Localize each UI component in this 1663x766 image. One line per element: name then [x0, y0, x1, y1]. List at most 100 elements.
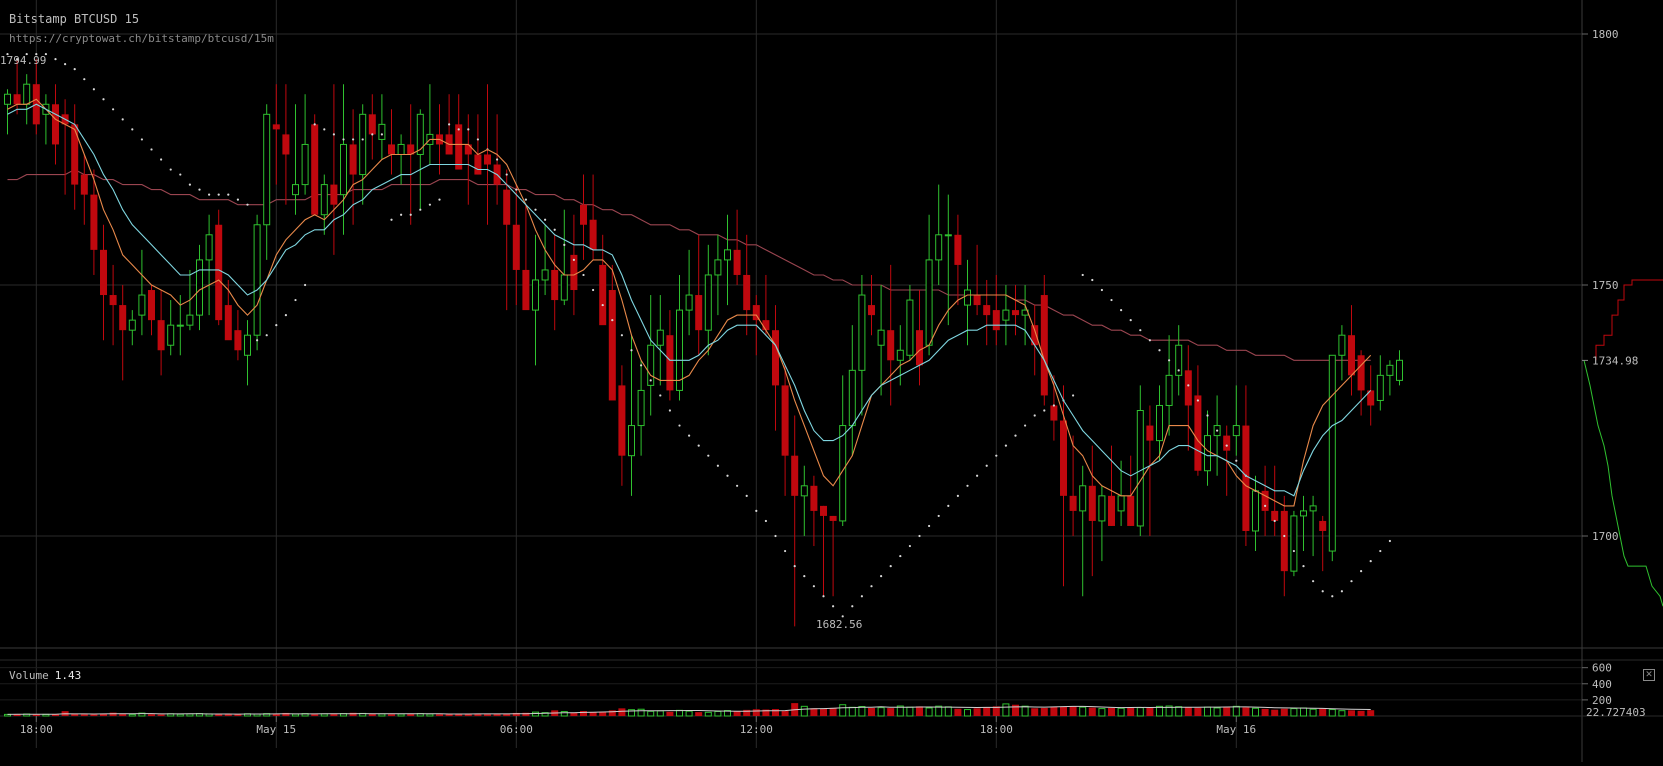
- candle-body: [695, 295, 703, 331]
- volume-bar: [887, 708, 895, 716]
- sar-dot: [918, 534, 921, 538]
- candle-body: [1165, 374, 1173, 406]
- sar-dot: [553, 228, 556, 231]
- sar-dot: [1225, 444, 1228, 447]
- sar-dot: [294, 298, 297, 302]
- candle: [253, 214, 261, 351]
- volume-bar: [1367, 710, 1375, 716]
- candle-body: [551, 269, 559, 301]
- candle-body: [781, 385, 789, 456]
- volume-bar: [868, 707, 875, 716]
- candle-body: [599, 264, 607, 326]
- candle: [743, 234, 751, 336]
- candle: [128, 310, 136, 346]
- x-tick-label-2: 06:00: [500, 723, 533, 736]
- candle-body: [589, 219, 597, 250]
- volume-bar: [1079, 706, 1087, 717]
- volume-bar: [676, 709, 683, 717]
- candle: [599, 234, 607, 326]
- candle-body: [810, 485, 818, 511]
- candle-body: [916, 330, 923, 366]
- volume-bar: [1175, 706, 1183, 717]
- volume-bar: [1242, 707, 1250, 716]
- candle-body: [1060, 420, 1067, 496]
- candle: [608, 264, 616, 401]
- volume-bar: [560, 711, 568, 717]
- candle: [704, 244, 712, 356]
- ema-line-2: [7, 168, 1371, 361]
- candle-body: [1328, 354, 1336, 552]
- sar-dot: [160, 158, 163, 161]
- candle-body: [954, 234, 962, 265]
- sar-dot: [764, 519, 768, 523]
- sar-dot: [976, 474, 979, 477]
- sar-dot: [102, 98, 105, 101]
- candle: [330, 84, 338, 255]
- candle-body: [1040, 295, 1048, 396]
- candle: [90, 169, 98, 275]
- candle-body: [580, 204, 587, 225]
- candle-body: [608, 290, 616, 401]
- volume-bar: [71, 713, 79, 716]
- candle: [32, 59, 40, 135]
- sar-dot: [1110, 298, 1113, 302]
- sar-dot: [35, 52, 38, 56]
- volume-bar: [858, 705, 866, 717]
- volume-bar: [224, 714, 232, 716]
- volume-bar: [1031, 708, 1039, 716]
- candle: [148, 285, 155, 336]
- sar-dot: [284, 314, 287, 317]
- sar-dot: [505, 173, 508, 176]
- sar-dot: [1043, 409, 1046, 412]
- candle: [205, 214, 213, 316]
- volume-bar: [944, 706, 952, 717]
- candle: [992, 274, 1000, 346]
- sar-dot: [784, 549, 787, 553]
- candle-body: [570, 254, 578, 291]
- candle: [1280, 495, 1288, 597]
- volume-bar: [1252, 707, 1259, 717]
- candle-body: [1300, 510, 1307, 517]
- candle: [666, 310, 674, 401]
- volume-bar: [656, 710, 664, 717]
- candle: [1136, 385, 1144, 536]
- volume-bar: [397, 713, 405, 717]
- sar-dot: [140, 138, 143, 141]
- sar-dot: [419, 208, 422, 211]
- candle-body: [1012, 310, 1019, 316]
- candle: [551, 234, 559, 331]
- sar-dot: [1014, 434, 1017, 437]
- candle: [1156, 385, 1163, 461]
- volume-bar: [426, 713, 434, 717]
- candle: [23, 74, 31, 125]
- candle: [311, 114, 319, 215]
- sar-dot: [169, 168, 172, 171]
- candle-body: [964, 289, 971, 306]
- candle: [685, 249, 693, 336]
- candle-body: [743, 274, 751, 311]
- candle-body: [848, 369, 856, 427]
- close-icon[interactable]: ✕: [1643, 669, 1655, 681]
- chart-url[interactable]: https://cryptowat.ch/bitstamp/btcusd/15m: [9, 32, 274, 45]
- sar-dot: [1235, 459, 1238, 462]
- volume-bar: [100, 713, 107, 716]
- candle: [301, 94, 309, 195]
- candle: [109, 264, 117, 346]
- sar-dot: [620, 334, 624, 337]
- sar-dot: [707, 454, 710, 457]
- volume-bar: [1213, 707, 1221, 717]
- candle-body: [378, 123, 386, 140]
- candle: [839, 375, 847, 526]
- volume-bar: [964, 709, 971, 717]
- sar-dot: [313, 123, 316, 126]
- sar-dot: [208, 193, 211, 196]
- candle: [484, 84, 491, 225]
- candle: [196, 244, 203, 331]
- volume-bar: [1204, 706, 1211, 717]
- sar-dot: [256, 339, 259, 342]
- candle-body: [340, 143, 347, 196]
- candle: [282, 84, 290, 205]
- candle-body: [944, 234, 952, 237]
